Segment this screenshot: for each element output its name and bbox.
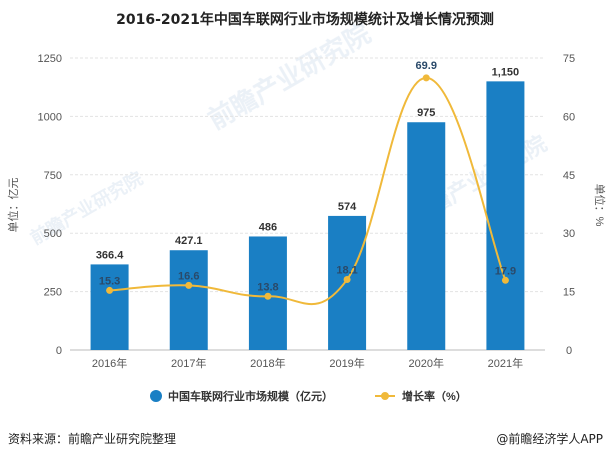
y-tick-label-right: 75 (563, 53, 575, 65)
bar-value-label: 427.1 (175, 235, 203, 247)
legend-bar-marker (150, 390, 162, 402)
line-value-label: 15.3 (99, 275, 120, 287)
y-tick-label-left: 1250 (38, 53, 62, 65)
y-axis-label-right: 单位：% (593, 184, 607, 227)
line-value-label: 13.8 (257, 281, 278, 293)
chart-title: 2016-2021年中国车联网行业市场规模统计及增长情况预测 (116, 11, 494, 28)
y-tick-label-left: 750 (44, 170, 62, 182)
legend-line-marker-dot (381, 392, 389, 400)
bar (169, 250, 208, 350)
line-point (185, 281, 193, 289)
y-tick-label-right: 0 (566, 345, 572, 357)
bar-value-label: 486 (259, 221, 277, 233)
y-tick-label-left: 250 (44, 287, 62, 299)
bar (407, 122, 446, 351)
bar (90, 264, 129, 350)
bar-value-label: 1,150 (492, 66, 520, 78)
bar-value-label: 975 (417, 107, 435, 119)
x-tick-label: 2017年 (171, 356, 206, 370)
y-tick-label-right: 60 (563, 111, 575, 123)
y-tick-label-right: 45 (563, 170, 575, 182)
x-axis-ticks: 2016年 2017年 2018年 2019年 2020年 2021年 (92, 356, 523, 370)
x-tick-label: 2021年 (488, 356, 523, 370)
left-axis-ticks: 0 250 500 750 1000 1250 (38, 53, 62, 357)
line-value-label: 69.9 (416, 60, 437, 72)
y-tick-label-left: 500 (44, 228, 62, 240)
gridlines (70, 57, 545, 351)
x-tick-label: 2016年 (92, 356, 127, 370)
y-tick-label-right: 15 (563, 287, 575, 299)
legend-line-label: 增长率（%） (402, 389, 467, 403)
y-axis-label-left: 单位：亿元 (6, 178, 20, 233)
y-tick-label-left: 1000 (38, 111, 62, 123)
bar-series: 366.4 427.1 486 574 975 1,150 (90, 66, 525, 351)
credit-note: @前瞻经济学人APP (496, 432, 603, 446)
x-tick-label: 2019年 (329, 356, 364, 370)
legend: 中国车联网行业市场规模（亿元） 增长率（%） (150, 389, 467, 403)
right-axis-ticks: 0 15 30 45 60 75 (563, 53, 575, 357)
y-tick-label-right: 30 (563, 228, 575, 240)
line-point (501, 276, 509, 284)
x-tick-label: 2020年 (409, 356, 444, 370)
bar-value-label: 574 (338, 201, 357, 213)
line-value-label: 16.6 (178, 270, 199, 282)
watermark: 前瞻产业研究院 前瞻产业研究院 前瞻产业研究院 (27, 18, 551, 248)
line-point (106, 286, 114, 294)
watermark-text-1: 前瞻产业研究院 (203, 18, 376, 135)
y-tick-label-left: 0 (56, 345, 62, 357)
x-tick-label: 2018年 (250, 356, 285, 370)
bar-value-label: 366.4 (96, 249, 124, 261)
line-value-label: 18.1 (336, 265, 357, 277)
line-point (422, 74, 430, 82)
line-point (264, 292, 272, 300)
bar (486, 81, 525, 351)
line-series: 15.3 16.6 13.8 18.1 69.9 17.9 (99, 60, 516, 306)
source-note: 资料来源：前瞻产业研究院整理 (8, 432, 177, 446)
line-point (343, 276, 351, 284)
legend-bar-label: 中国车联网行业市场规模（亿元） (168, 389, 333, 403)
line-value-label: 17.9 (495, 265, 516, 277)
